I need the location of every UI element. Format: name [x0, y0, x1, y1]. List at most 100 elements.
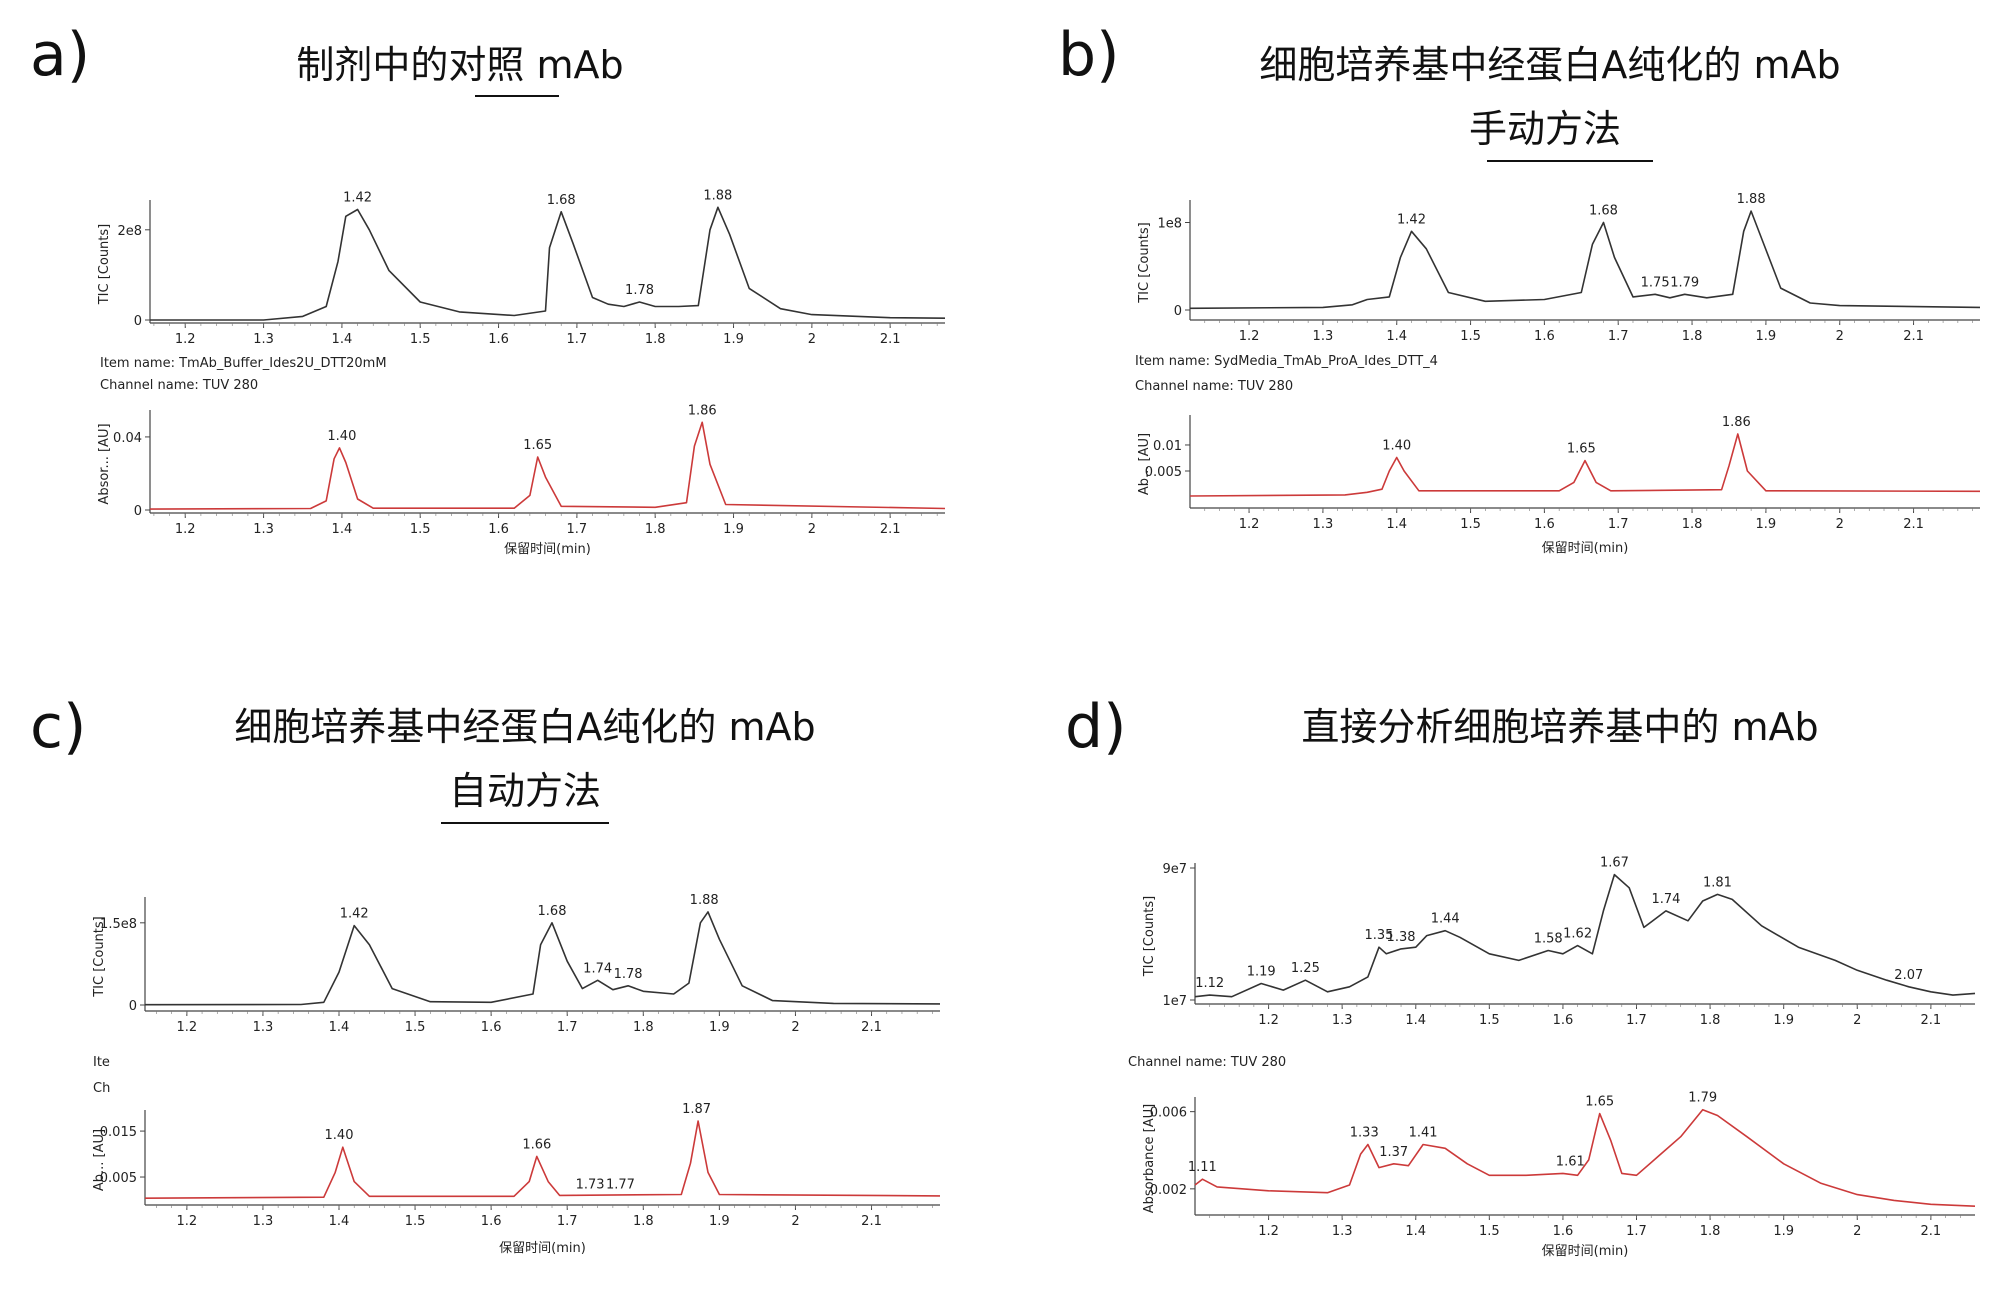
peak-label: 1.40 — [327, 429, 356, 444]
peak-label: 1.65 — [1567, 442, 1596, 457]
x-tick-label: 1.3 — [253, 1214, 274, 1229]
panel-title: 细胞培养基中经蛋白A纯化的 mAb — [234, 705, 816, 749]
y-tick-label: 0 — [1174, 304, 1182, 319]
x-tick-label: 1.9 — [723, 332, 744, 347]
uv-trace-group: 1.2 1.3 1.4 1.5 1.6 1.7 1.8 1.9 2 2.1 0.002 0.006Ab… — [1142, 1091, 1976, 1239]
peak-label: 1.68 — [547, 193, 576, 208]
x-tick-label: 2 — [1836, 329, 1844, 344]
y-tick-label: 0.005 — [1145, 465, 1182, 480]
x-tick-label: 1.4 — [1405, 1224, 1426, 1239]
x-tick-label: 2.1 — [1903, 517, 1924, 532]
y-tick-label: 0.04 — [113, 431, 142, 446]
peak-label: 1.88 — [690, 893, 719, 908]
y-tick-label: 0.006 — [1150, 1106, 1187, 1121]
chromatogram-chart-d: 1.2 1.3 1.4 1.5 1.6 1.7 1.8 1.9 2 2.1 1e7 9e7 TIC [C… — [1128, 856, 1976, 1259]
channel-name-text: Ch — [93, 1081, 110, 1096]
panel-label: d) — [1065, 692, 1127, 762]
x-tick-label: 1.3 — [1313, 517, 1334, 532]
x-tick-label: 1.6 — [488, 332, 509, 347]
tic-series-line — [150, 206, 946, 321]
x-tick-label: 2.1 — [880, 332, 901, 347]
x-tick-label: 2 — [1836, 517, 1844, 532]
y-tick-label: 0 — [134, 504, 142, 519]
peak-label: 1.77 — [606, 1177, 635, 1192]
x-tick-label: 2.1 — [861, 1214, 882, 1229]
peak-label: 1.79 — [1670, 275, 1699, 290]
x-tick-label: 1.3 — [253, 1020, 274, 1035]
y-tick-label: 1e7 — [1162, 994, 1187, 1009]
x-tick-label: 1.3 — [1332, 1013, 1353, 1028]
x-tick-label: 2.1 — [1921, 1224, 1942, 1239]
x-tick-label: 1.2 — [1258, 1224, 1279, 1239]
panel-b: b) 细胞培养基中经蛋白A纯化的 mAb 手动方法 1.2 1.3 1.4 1.5 1.… — [1000, 0, 2000, 650]
y-tick-label: 2e8 — [117, 224, 142, 239]
x-tick-label: 2 — [791, 1214, 799, 1229]
x-tick-label: 1.5 — [1460, 329, 1481, 344]
x-axis-label: 保留时间(min) — [1542, 1244, 1629, 1259]
x-tick-label: 1.4 — [329, 1020, 350, 1035]
peak-label: 1.12 — [1195, 976, 1224, 991]
peak-label: 1.40 — [1382, 438, 1411, 453]
peak-label: 1.68 — [1589, 204, 1618, 219]
x-tick-label: 1.9 — [1773, 1224, 1794, 1239]
channel-name-text: Channel name: TUV 280 — [1128, 1055, 1286, 1070]
x-tick-label: 1.8 — [1682, 329, 1703, 344]
y-tick-label: 0 — [134, 314, 142, 329]
x-tick-label: 1.7 — [1608, 517, 1629, 532]
y-axis-label: TIC [Counts] — [1137, 222, 1152, 304]
x-tick-label: 1.2 — [175, 522, 196, 537]
item-name-text: Item name: SydMedia_TmAb_ProA_Ides_DTT_4 — [1135, 354, 1438, 369]
y-tick-label: 9e7 — [1162, 862, 1187, 877]
peak-label: 1.40 — [325, 1128, 354, 1143]
x-tick-label: 1.7 — [1626, 1224, 1647, 1239]
x-tick-label: 2 — [808, 332, 816, 347]
x-tick-label: 1.7 — [567, 332, 588, 347]
x-tick-label: 1.4 — [1386, 517, 1407, 532]
x-tick-label: 1.5 — [410, 332, 431, 347]
uv-series-line — [144, 1120, 941, 1199]
x-tick-label: 1.4 — [332, 332, 353, 347]
tic-trace-group: 1.2 1.3 1.4 1.5 1.6 1.7 1.8 1.9 2 2.1 1e7 9e7 TIC [C… — [1142, 856, 1976, 1028]
peak-label: 1.78 — [625, 283, 654, 298]
peak-label: 1.88 — [1737, 192, 1766, 207]
method-label: 手动方法 — [1468, 107, 1621, 151]
x-tick-label: 1.5 — [405, 1020, 426, 1035]
x-tick-label: 1.6 — [1534, 329, 1555, 344]
title-underline — [441, 822, 609, 824]
x-tick-label: 2 — [1853, 1224, 1861, 1239]
peak-label: 1.65 — [1585, 1095, 1614, 1110]
peak-label: 1.41 — [1409, 1125, 1438, 1140]
channel-name-text: Channel name: TUV 280 — [100, 378, 258, 393]
x-tick-label: 1.3 — [1313, 329, 1334, 344]
y-tick-label: 1.5e8 — [100, 917, 137, 932]
uv-trace-group: 1.2 1.3 1.4 1.5 1.6 1.7 1.8 1.9 2 2.1 0.005 0.015Ab… — [92, 1102, 941, 1229]
x-tick-label: 1.8 — [633, 1214, 654, 1229]
peak-label: 1.73 — [576, 1177, 605, 1192]
uv-series-line — [149, 421, 946, 510]
peak-label: 1.74 — [1651, 892, 1680, 907]
peak-label: 1.74 — [583, 961, 612, 976]
x-tick-label: 1.5 — [410, 522, 431, 537]
y-tick-label: 0.005 — [100, 1171, 137, 1186]
title-underline — [475, 95, 559, 97]
peak-label: 1.42 — [343, 191, 372, 206]
title-underline — [1487, 160, 1653, 162]
x-tick-label: 2 — [808, 522, 816, 537]
tic-trace-group: 1.2 1.3 1.4 1.5 1.6 1.7 1.8 1.9 2 2.1 0 1e8 TIC [Cou… — [1137, 192, 1981, 344]
x-tick-label: 1.5 — [1479, 1013, 1500, 1028]
x-tick-label: 1.9 — [709, 1020, 730, 1035]
x-tick-label: 1.3 — [1332, 1224, 1353, 1239]
peak-label: 1.66 — [522, 1137, 551, 1152]
x-tick-label: 1.6 — [1534, 517, 1555, 532]
x-tick-label: 1.5 — [405, 1214, 426, 1229]
method-label: 自动方法 — [448, 769, 601, 813]
tic-series-line — [144, 911, 941, 1006]
y-tick-label: 0.01 — [1153, 439, 1182, 454]
peak-label: 1.38 — [1387, 930, 1416, 945]
peak-label: 1.58 — [1534, 932, 1563, 947]
peak-label: 1.44 — [1431, 912, 1460, 927]
peak-label: 1.79 — [1688, 1091, 1717, 1106]
y-axis-label: Absorbance [AU] — [1142, 1104, 1157, 1214]
